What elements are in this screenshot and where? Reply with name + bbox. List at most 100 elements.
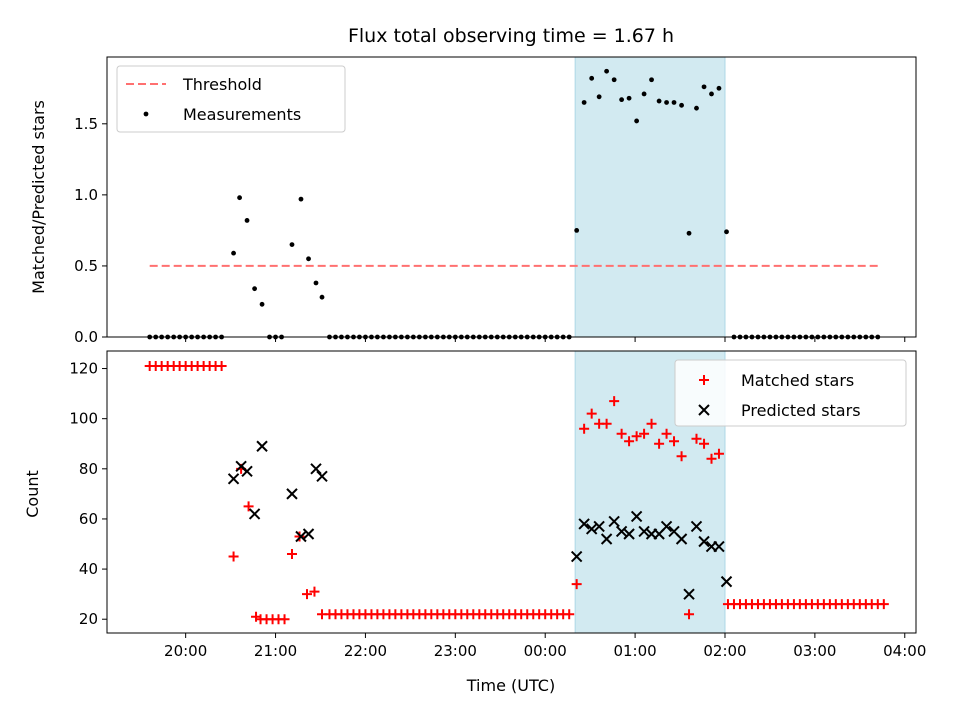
predicted-star-point <box>638 525 650 538</box>
top-legend-box <box>116 65 346 133</box>
predicted-star-point <box>600 533 613 545</box>
measurement-point <box>252 286 257 292</box>
y-tick-label: 40 <box>79 560 98 578</box>
legend-threshold-label: Threshold <box>182 75 262 94</box>
x-tick-label: 01:00 <box>613 642 656 660</box>
top-legend: Threshold Measurements <box>116 65 346 133</box>
measurement-point <box>231 250 236 256</box>
matched-star-point <box>706 453 717 464</box>
measurement-point <box>634 118 640 124</box>
x-tick-label: 04:00 <box>883 642 926 660</box>
top-y-axis-label: Matched/Predicted stars <box>29 100 48 294</box>
matched-star-point <box>579 423 590 434</box>
predicted-star-point <box>615 525 628 538</box>
measurement-point <box>649 77 654 83</box>
y-tick-label: 0.0 <box>74 328 98 346</box>
predicted-star-point <box>256 440 268 452</box>
matched-star-point <box>878 599 889 610</box>
predicted-star-point <box>316 470 328 483</box>
matched-star-point <box>639 428 650 439</box>
measurement-point <box>604 68 610 74</box>
x-axis-label: Time (UTC) <box>466 676 555 695</box>
measurement-point <box>596 94 602 100</box>
matched-star-point <box>302 589 313 600</box>
measurement-point <box>259 301 265 307</box>
matched-star-point <box>691 433 702 444</box>
legend-measurements-swatch <box>143 111 149 117</box>
x-tick-label: 22:00 <box>344 642 387 660</box>
top-axes-frame <box>106 56 917 338</box>
chart-title: Flux total observing time = 1.67 h <box>348 25 674 47</box>
measurement-point <box>686 230 692 236</box>
matched-star-point <box>609 396 620 407</box>
matched-star-point <box>661 428 672 439</box>
legend-predicted-swatch <box>698 404 710 416</box>
predicted-star-point <box>585 523 598 535</box>
matched-star-point <box>669 436 680 447</box>
matched-star-point <box>684 609 695 620</box>
predicted-star-point <box>241 465 253 478</box>
y-tick-label: 1.5 <box>74 115 98 133</box>
measurement-point <box>244 218 250 223</box>
measurement-point <box>701 84 707 90</box>
predicted-star-point <box>570 550 583 563</box>
predicted-star-point <box>295 530 307 543</box>
legend-predicted-label: Predicted stars <box>741 401 861 420</box>
x-tick-label: 21:00 <box>254 642 297 660</box>
measurement-point <box>237 195 242 201</box>
measurement-point <box>589 75 595 81</box>
measurement-point <box>313 280 319 286</box>
predicted-star-point <box>286 488 298 500</box>
matched-star-point <box>279 614 290 625</box>
bottom-axes-frame <box>106 350 917 634</box>
x-tick-label: 20:00 <box>164 642 207 660</box>
y-tick-label: 0.5 <box>74 257 98 275</box>
predicted-star-point <box>302 528 315 540</box>
predicted-star-point <box>310 463 322 475</box>
y-tick-label: 100 <box>69 410 98 428</box>
predicted-star-point <box>690 520 703 533</box>
measurement-point <box>306 256 311 262</box>
legend-matched-swatch <box>699 375 709 385</box>
matched-star-point <box>586 408 597 419</box>
predicted-star-point <box>227 473 240 485</box>
y-tick-label: 60 <box>79 510 98 528</box>
measurement-point <box>319 294 325 300</box>
y-tick-label: 80 <box>79 460 98 478</box>
matched-star-point <box>571 579 582 590</box>
matched-star-point <box>286 549 297 560</box>
y-tick-label: 20 <box>79 610 98 628</box>
predicted-star-point <box>720 575 733 588</box>
predicted-star-point <box>630 510 643 523</box>
measurement-point <box>289 242 295 248</box>
predicted-star-point <box>660 520 673 533</box>
bottom-legend-box <box>674 359 907 427</box>
matched-star-point <box>654 438 665 449</box>
measurement-point <box>611 77 617 83</box>
matched-star-point <box>294 531 305 542</box>
matched-star-point <box>624 436 635 447</box>
measurement-point <box>581 100 587 105</box>
x-tick-label: 03:00 <box>793 642 836 660</box>
matched-star-point <box>699 438 710 449</box>
measurement-point <box>619 97 625 103</box>
predicted-star-point <box>248 508 261 520</box>
matched-star-point <box>243 501 254 512</box>
legend-matched-label: Matched stars <box>741 371 854 390</box>
matched-star-point <box>564 609 575 620</box>
matched-star-point <box>616 428 627 439</box>
predicted-star-point <box>698 535 710 548</box>
predicted-star-point <box>608 515 620 528</box>
predicted-star-point <box>713 540 725 553</box>
matched-star-point <box>713 448 724 459</box>
matched-star-point <box>216 361 227 372</box>
predicted-star-point <box>675 533 688 545</box>
measurement-point <box>656 98 662 104</box>
predicted-star-point <box>683 588 695 600</box>
matched-star-point <box>601 418 612 429</box>
measurement-point <box>724 229 729 235</box>
matched-star-point <box>228 551 239 562</box>
y-tick-label: 1.0 <box>74 186 98 204</box>
measurement-point <box>709 91 714 97</box>
